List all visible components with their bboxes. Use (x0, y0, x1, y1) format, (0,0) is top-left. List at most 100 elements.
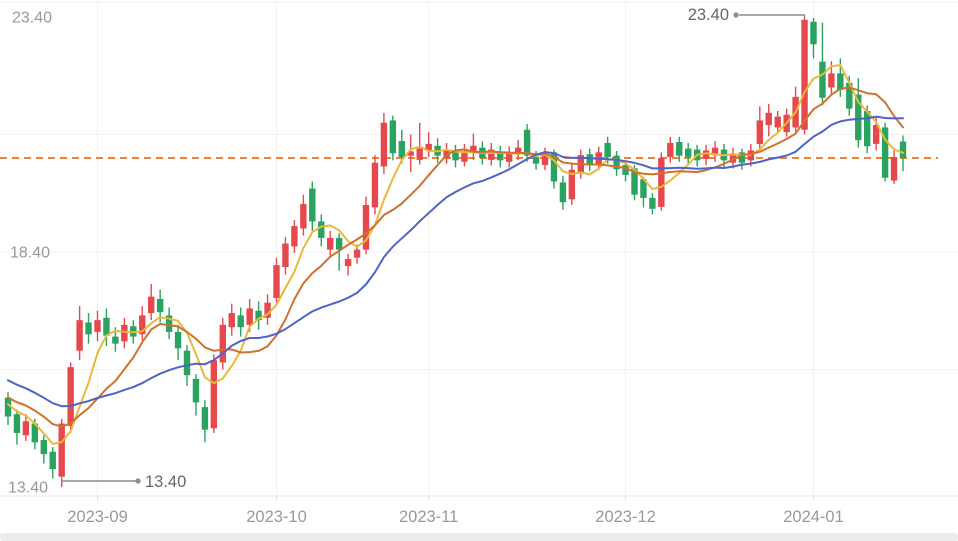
candle[interactable] (76, 306, 83, 361)
candle[interactable] (273, 257, 280, 303)
min-annotation-dot (135, 478, 141, 484)
candle[interactable] (765, 103, 772, 137)
candle[interactable] (702, 144, 710, 166)
candle-body (506, 152, 513, 162)
candle[interactable] (201, 400, 209, 443)
candle[interactable] (407, 134, 414, 173)
candle-body (362, 205, 370, 250)
candle[interactable] (300, 194, 307, 236)
candle[interactable] (282, 236, 289, 275)
candle[interactable] (255, 301, 262, 330)
candle-body (667, 142, 674, 158)
candle[interactable] (237, 307, 244, 337)
candle[interactable] (371, 155, 379, 215)
candle[interactable] (362, 196, 370, 255)
candle[interactable] (452, 144, 459, 168)
candle[interactable] (738, 148, 746, 170)
candle[interactable] (810, 17, 817, 59)
candle[interactable] (94, 310, 101, 342)
candle[interactable] (309, 181, 316, 231)
candle[interactable] (165, 307, 173, 339)
candle[interactable] (667, 136, 674, 163)
candle[interactable] (121, 317, 128, 349)
candle[interactable] (389, 115, 397, 161)
candle-body (76, 320, 83, 351)
candle[interactable] (291, 220, 298, 253)
candle[interactable] (425, 132, 432, 158)
candle[interactable] (139, 306, 146, 341)
candle[interactable] (416, 122, 423, 165)
candle[interactable] (192, 374, 200, 416)
candle-body (389, 120, 397, 154)
candle[interactable] (774, 111, 781, 134)
candle-body (568, 169, 576, 200)
candle[interactable] (514, 140, 522, 161)
candle[interactable] (174, 324, 182, 361)
y-axis: 23.40 18.40 13.40 (8, 10, 52, 497)
candle[interactable] (506, 146, 513, 168)
data-zoom-slider[interactable] (0, 533, 958, 541)
candle[interactable] (685, 142, 692, 164)
candle[interactable] (103, 308, 110, 346)
candle-body (846, 82, 853, 109)
candle-body (711, 147, 719, 156)
candle[interactable] (801, 17, 808, 135)
candle[interactable] (58, 418, 65, 487)
candle[interactable] (148, 283, 155, 321)
candle[interactable] (461, 143, 468, 167)
candle[interactable] (676, 136, 683, 162)
candle[interactable] (13, 409, 21, 445)
candle[interactable] (881, 122, 889, 182)
candle[interactable] (488, 142, 495, 166)
candle[interactable] (318, 214, 325, 247)
candle[interactable] (67, 362, 74, 433)
candle-body (488, 149, 495, 160)
candle[interactable] (398, 129, 405, 164)
candle[interactable] (40, 435, 47, 464)
candle-body (121, 324, 128, 342)
candle-body (183, 350, 191, 376)
y-axis-label-min: 13.40 (8, 480, 48, 497)
candle-body (425, 143, 432, 151)
candle[interactable] (219, 317, 226, 370)
y-axis-label-mid: 18.40 (10, 245, 50, 262)
candle-body (407, 151, 414, 156)
candle[interactable] (819, 22, 826, 106)
candle-body (210, 360, 218, 429)
candle[interactable] (497, 145, 504, 168)
candle-body (219, 324, 226, 363)
candle[interactable] (729, 147, 737, 169)
candle[interactable] (264, 294, 271, 325)
candle[interactable] (380, 112, 388, 174)
candle[interactable] (523, 124, 531, 162)
candle[interactable] (658, 152, 665, 211)
candle[interactable] (228, 303, 235, 336)
candle[interactable] (85, 313, 92, 344)
x-axis: 2023-09 2023-10 2023-11 2023-12 2024-01 (0, 495, 958, 526)
candle[interactable] (864, 105, 871, 154)
candle[interactable] (890, 150, 898, 184)
candle[interactable] (541, 147, 549, 171)
candle[interactable] (559, 175, 567, 210)
candle[interactable] (49, 447, 56, 479)
candle-body (613, 155, 620, 170)
candle-body (559, 182, 567, 203)
max-price-annotation: 23.40 (688, 6, 806, 24)
candle[interactable] (756, 106, 763, 149)
candle[interactable] (711, 141, 719, 162)
candle-body (801, 19, 808, 130)
candle[interactable] (649, 193, 656, 215)
candle[interactable] (640, 176, 647, 208)
candle[interactable] (22, 414, 30, 441)
candle[interactable] (327, 230, 334, 257)
candle[interactable] (443, 142, 450, 164)
candle[interactable] (344, 253, 352, 276)
candle[interactable] (210, 354, 218, 433)
candle[interactable] (470, 133, 477, 160)
candle[interactable] (586, 148, 593, 172)
candle[interactable] (568, 162, 576, 205)
candle[interactable] (613, 150, 620, 176)
x-axis-label-dec: 2023-12 (595, 508, 656, 526)
